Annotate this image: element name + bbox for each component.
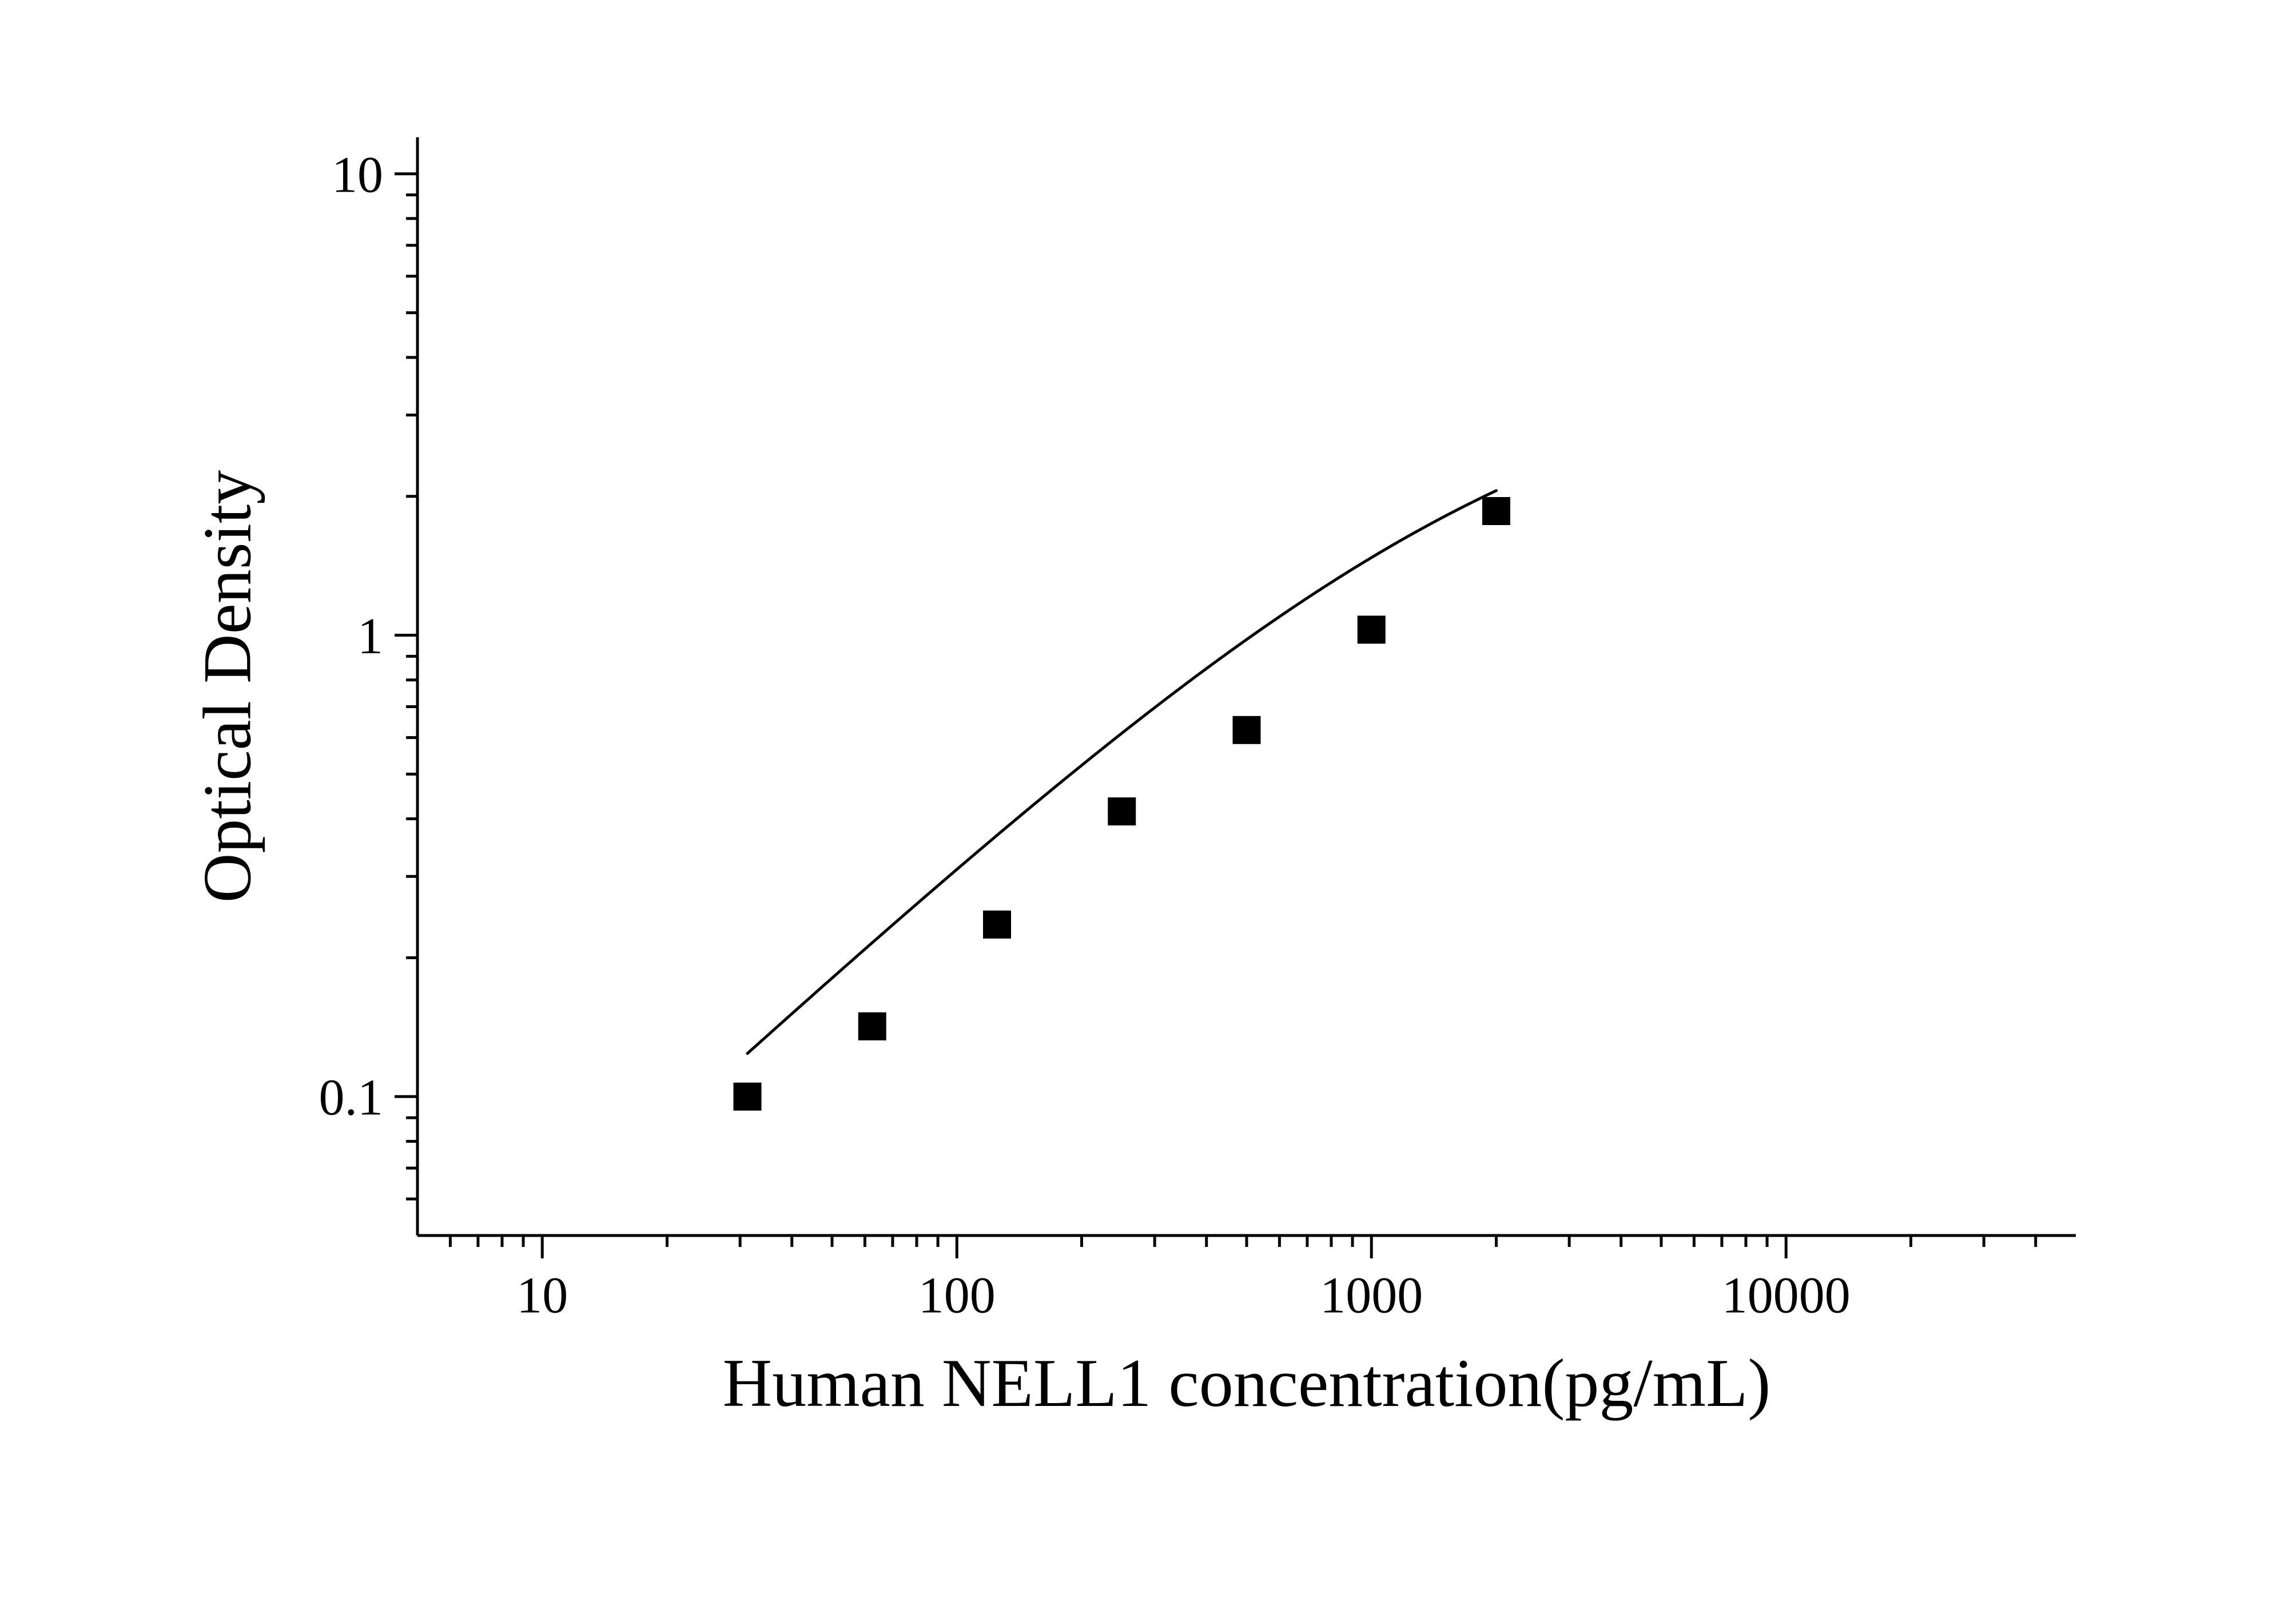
ticks-group: 10 100 1000 10000 0.1 1 10 (319, 146, 2036, 1324)
chart-container: 10 100 1000 10000 0.1 1 10 Human NELL1 concent… (0, 0, 2296, 1605)
data-points (734, 497, 1510, 1110)
data-point-marker (858, 1012, 886, 1040)
y-tick-label: 0.1 (319, 1070, 384, 1126)
data-point-marker (1108, 798, 1136, 825)
y-tick-label: 10 (332, 146, 383, 203)
data-point-marker (1482, 497, 1510, 525)
data-point-marker (984, 911, 1011, 938)
y-tick-label: 1 (357, 608, 383, 665)
fit-curve (747, 491, 1496, 1054)
elisa-standard-curve-chart: 10 100 1000 10000 0.1 1 10 Human NELL1 concent… (0, 0, 2296, 1605)
x-axis-label: Human NELL1 concentration(pg/mL) (723, 1345, 1771, 1421)
x-tick-label: 10000 (1722, 1268, 1851, 1324)
y-axis-label: Optical Density (189, 470, 265, 903)
x-tick-label: 10 (516, 1268, 568, 1324)
fit-curve-path (747, 491, 1496, 1054)
data-point-marker (1358, 616, 1385, 643)
axes-group (417, 137, 2076, 1235)
data-point-marker (1233, 716, 1260, 744)
x-tick-label: 100 (918, 1268, 996, 1324)
x-tick-label: 1000 (1320, 1268, 1423, 1324)
data-point-marker (734, 1083, 761, 1110)
